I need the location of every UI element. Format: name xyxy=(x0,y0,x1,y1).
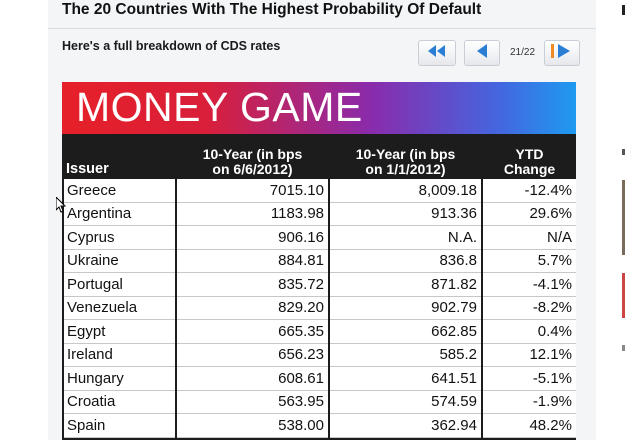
issuer-cell: Ukraine xyxy=(62,249,177,273)
cds-jan-cell: 836.8 xyxy=(329,249,483,273)
ytd-change-cell: -1.9% xyxy=(482,390,576,414)
sidebar-fragment xyxy=(622,149,625,155)
header-ytd-line1: YTD xyxy=(515,146,544,162)
table-row: Venezuela 829.20 902.79 -8.2% xyxy=(62,296,576,320)
issuer-cell: Greece xyxy=(62,179,177,203)
header-jun-line2: on 6/6/2012) xyxy=(212,161,293,177)
slide-counter: 21/22 xyxy=(510,47,536,58)
ytd-change-cell: -5.1% xyxy=(482,366,576,391)
cds-jan-cell: 871.82 xyxy=(329,272,483,297)
table-row: Greece 7015.10 8,009.18 -12.4% xyxy=(62,179,576,203)
ytd-change-cell: 29.6% xyxy=(482,202,576,226)
issuer-cell: Hungary xyxy=(62,366,177,391)
table-row: Croatia 563.95 574.59 -1.9% xyxy=(62,390,576,414)
next-arrow-icon xyxy=(551,43,573,64)
cds-jan-cell: 362.94 xyxy=(329,413,483,438)
cds-jun-cell: 656.23 xyxy=(176,343,330,367)
issuer-cell: Croatia xyxy=(62,390,177,414)
page-title: The 20 Countries With The Highest Probab… xyxy=(62,1,482,18)
cds-jun-cell: 665.35 xyxy=(176,319,330,344)
table-row: Ireland 656.23 585.2 12.1% xyxy=(62,343,576,367)
cds-jun-cell: 538.00 xyxy=(176,413,330,438)
issuer-cell: Egypt xyxy=(62,319,177,344)
issuer-cell: Cyprus xyxy=(62,225,177,250)
cds-jun-cell: 884.81 xyxy=(176,249,330,273)
sidebar-fragment xyxy=(622,345,625,351)
money-game-banner: MONEY GAME xyxy=(62,82,576,134)
cds-jun-cell: 1183.98 xyxy=(176,202,330,226)
ytd-change-cell: 5.7% xyxy=(482,249,576,273)
cds-jun-cell: 906.16 xyxy=(176,225,330,250)
table-row: Hungary 608.61 641.51 -5.1% xyxy=(62,366,576,391)
issuer-cell: Ireland xyxy=(62,343,177,367)
sidebar-thumbnail[interactable] xyxy=(622,180,625,255)
header-ytd-line2: Change xyxy=(503,161,556,177)
issuer-cell: Spain xyxy=(62,413,177,438)
issuer-cell: Venezuela xyxy=(62,296,177,320)
cds-jun-cell: 835.72 xyxy=(176,272,330,297)
ytd-change-cell: -4.1% xyxy=(482,272,576,297)
cds-jan-cell: N.A. xyxy=(329,225,483,250)
ytd-change-cell: 0.4% xyxy=(482,319,576,344)
header-jan-line1: 10-Year (in bps xyxy=(355,146,456,162)
header-ytd-change: YTD Change xyxy=(482,134,576,179)
issuer-cell: Argentina xyxy=(62,202,177,226)
ytd-change-cell: N/A xyxy=(482,225,576,250)
slide-pager: 21/22 xyxy=(418,40,583,68)
table-row: Ukraine 884.81 836.8 5.7% xyxy=(62,249,576,273)
header-issuer: Issuer xyxy=(63,134,176,179)
cds-jan-cell: 574.59 xyxy=(329,390,483,414)
first-slide-button[interactable] xyxy=(418,40,456,66)
table-row: Cyprus 906.16 N.A. N/A xyxy=(62,225,576,250)
table-row: Spain 538.00 362.94 48.2% xyxy=(62,413,576,438)
sidebar-edge xyxy=(600,0,625,440)
table-row: Egypt 665.35 662.85 0.4% xyxy=(62,319,576,344)
mouse-cursor-icon xyxy=(55,195,67,218)
cds-table: Issuer 10-Year (in bps on 6/6/2012) 10-Y… xyxy=(62,134,576,440)
title-divider xyxy=(48,28,596,29)
cds-jan-cell: 585.2 xyxy=(329,343,483,367)
cds-jun-cell: 563.95 xyxy=(176,390,330,414)
issuer-cell: Portugal xyxy=(62,272,177,297)
next-slide-button[interactable] xyxy=(544,40,580,66)
cds-jan-cell: 8,009.18 xyxy=(329,179,483,203)
ytd-change-cell: -8.2% xyxy=(482,296,576,320)
cds-jun-cell: 829.20 xyxy=(176,296,330,320)
slide-caption: Here's a full breakdown of CDS rates xyxy=(62,39,281,53)
cds-jan-cell: 902.79 xyxy=(329,296,483,320)
ytd-change-cell: 12.1% xyxy=(482,343,576,367)
header-jun-2012: 10-Year (in bps on 6/6/2012) xyxy=(176,134,329,179)
banner-title: MONEY GAME xyxy=(76,84,363,130)
header-jun-line1: 10-Year (in bps xyxy=(202,146,303,162)
table-row: Portugal 835.72 871.82 -4.1% xyxy=(62,272,576,297)
prev-slide-button[interactable] xyxy=(464,40,500,66)
ytd-change-cell: -12.4% xyxy=(482,179,576,203)
sidebar-thumbnail[interactable] xyxy=(622,273,625,318)
header-jan-2012: 10-Year (in bps on 1/1/2012) xyxy=(329,134,482,179)
table-row: Argentina 1183.98 913.36 29.6% xyxy=(62,202,576,226)
table-header-row: Issuer 10-Year (in bps on 6/6/2012) 10-Y… xyxy=(63,134,576,179)
cds-jan-cell: 913.36 xyxy=(329,202,483,226)
sidebar-fragment xyxy=(622,5,625,15)
header-jan-line2: on 1/1/2012) xyxy=(365,161,446,177)
cds-jan-cell: 662.85 xyxy=(329,319,483,344)
prev-arrow-icon xyxy=(475,43,489,63)
cds-jun-cell: 7015.10 xyxy=(176,179,330,203)
cds-jan-cell: 641.51 xyxy=(329,366,483,391)
rewind-icon xyxy=(427,44,447,62)
cds-jun-cell: 608.61 xyxy=(176,366,330,391)
ytd-change-cell: 48.2% xyxy=(482,413,576,438)
